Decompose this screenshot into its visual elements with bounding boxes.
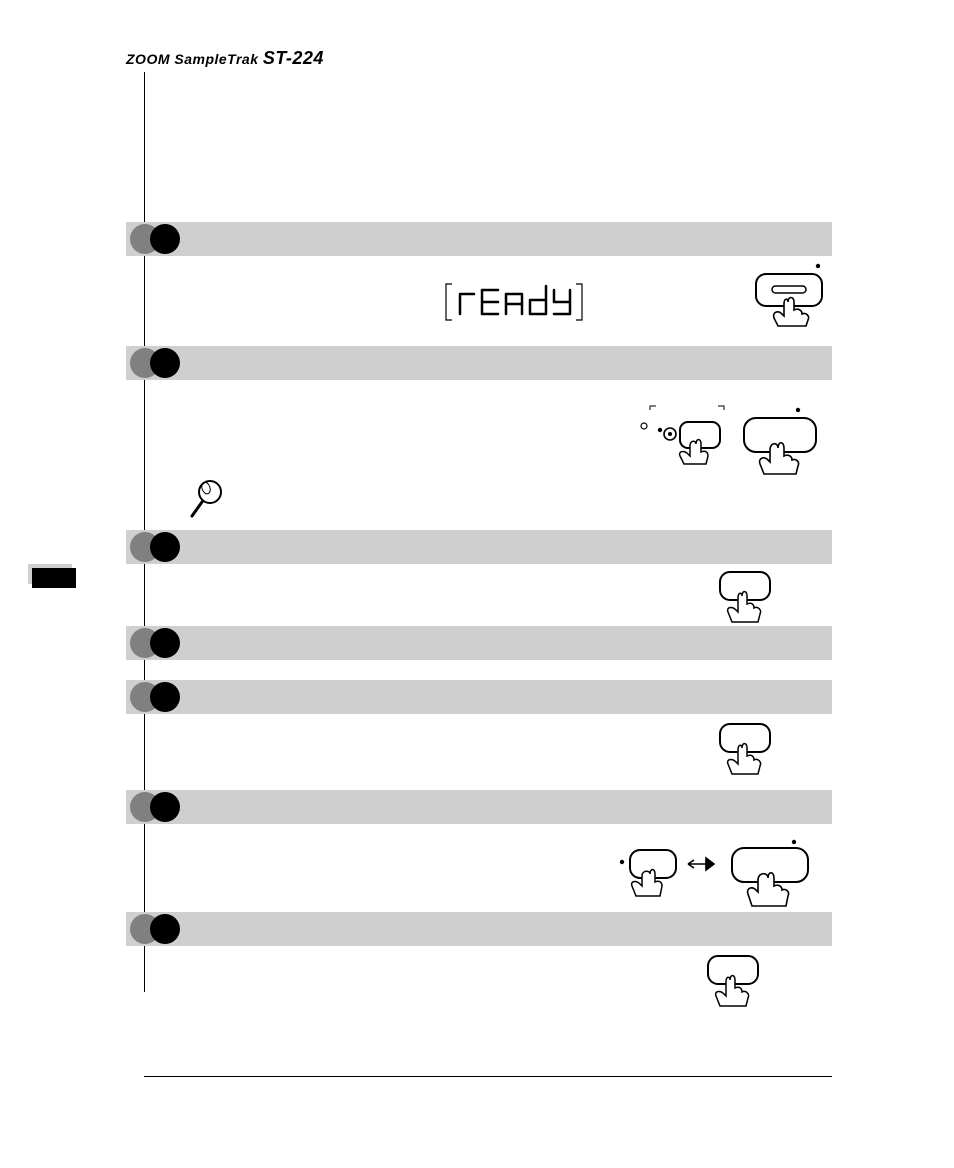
brand-prefix: ZOOM SampleTrak bbox=[126, 51, 259, 67]
step-bar bbox=[126, 626, 832, 660]
step-bullet bbox=[150, 682, 180, 712]
rec-play-svg bbox=[638, 404, 838, 476]
pad-button-svg-3 bbox=[702, 950, 782, 1010]
step-bar bbox=[126, 346, 832, 380]
step-bullet bbox=[150, 914, 180, 944]
step-bar bbox=[126, 530, 832, 564]
button-sequence-icon bbox=[616, 838, 836, 910]
pad-button-svg bbox=[714, 566, 794, 626]
header-brand: ZOOM SampleTrak ST-224 bbox=[126, 48, 324, 69]
page-tab bbox=[32, 568, 76, 588]
pad-button-icon bbox=[714, 566, 794, 626]
lcd-display bbox=[444, 280, 584, 324]
step-bar bbox=[126, 912, 832, 946]
magnifier-svg bbox=[188, 476, 228, 520]
pad-button-icon bbox=[702, 950, 782, 1010]
button-sequence-svg bbox=[616, 838, 836, 910]
sampling-button-svg bbox=[748, 262, 838, 328]
step-bar bbox=[126, 222, 832, 256]
brand-model: ST-224 bbox=[263, 48, 324, 68]
step-bullet bbox=[150, 224, 180, 254]
step-bullet bbox=[150, 792, 180, 822]
sampling-button-icon bbox=[748, 262, 838, 328]
step-bullet bbox=[150, 532, 180, 562]
pad-button-svg-2 bbox=[714, 718, 794, 778]
footer-rule bbox=[144, 1076, 832, 1077]
step-bullet bbox=[150, 628, 180, 658]
magnifier-icon bbox=[188, 476, 228, 525]
step-bar bbox=[126, 680, 832, 714]
step-bar bbox=[126, 790, 832, 824]
step-bullet bbox=[150, 348, 180, 378]
lcd-display-svg bbox=[444, 280, 584, 324]
rec-play-buttons-icon bbox=[638, 404, 838, 476]
pad-button-icon bbox=[714, 718, 794, 778]
